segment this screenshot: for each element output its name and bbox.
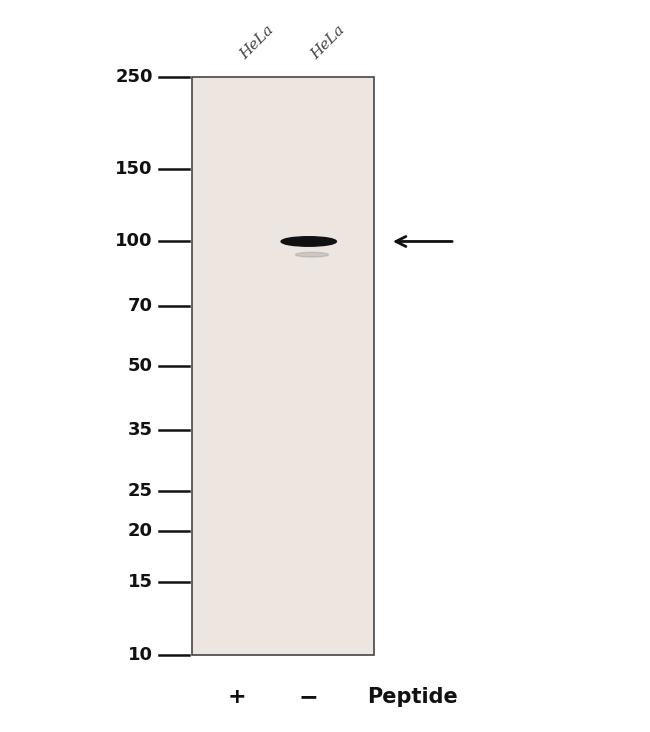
Text: 20: 20 [128, 522, 153, 539]
Text: HeLa: HeLa [237, 23, 276, 62]
Text: +: + [228, 687, 246, 707]
Ellipse shape [281, 236, 337, 246]
Text: 150: 150 [115, 160, 153, 178]
Text: 10: 10 [128, 646, 153, 664]
Text: 250: 250 [115, 68, 153, 86]
Text: 70: 70 [128, 296, 153, 315]
Text: 35: 35 [128, 421, 153, 439]
Text: 25: 25 [128, 482, 153, 499]
Text: 15: 15 [128, 573, 153, 591]
Ellipse shape [295, 253, 328, 257]
Text: −: − [299, 685, 318, 709]
Text: 100: 100 [115, 233, 153, 250]
Text: Peptide: Peptide [367, 687, 458, 707]
Text: 50: 50 [128, 357, 153, 375]
Bar [192, 77, 374, 655]
Text: HeLa: HeLa [309, 23, 348, 62]
